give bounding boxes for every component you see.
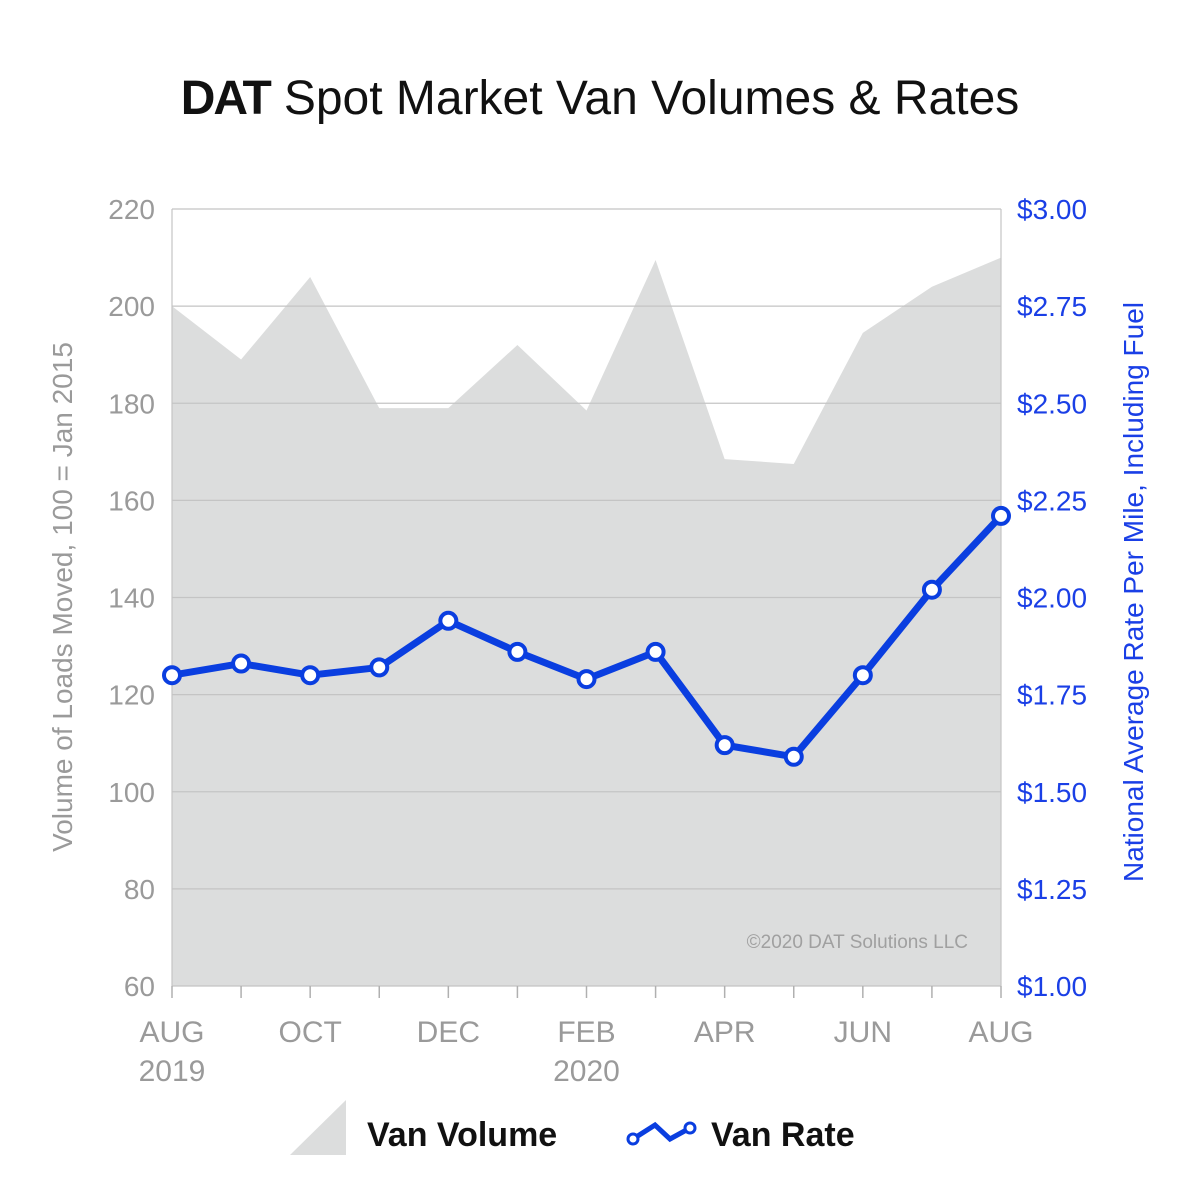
y-tick-label: 60 xyxy=(124,971,155,1002)
x-tick-label: AUG xyxy=(968,1016,1033,1049)
rate-point xyxy=(783,746,804,767)
rate-point xyxy=(231,653,252,674)
x-tick-label: FEB xyxy=(557,1016,615,1049)
legend-rate-swatch xyxy=(626,1121,697,1146)
y-tick-label: 120 xyxy=(108,680,155,711)
chart-title: DAT Spot Market Van Volumes & Rates xyxy=(181,72,1020,125)
rate-point xyxy=(576,669,597,690)
rate-point xyxy=(714,735,735,756)
rate-point xyxy=(852,665,873,686)
rate-point xyxy=(507,641,528,662)
plot-area: 60 $1.00 80 $1.25 100 $1.50 120 $1.75 140 $2.00 16… xyxy=(108,194,1087,1088)
x-tick-label: AUG xyxy=(139,1016,204,1049)
rate-point xyxy=(645,641,666,662)
legend-rate-label: Van Rate xyxy=(711,1116,855,1154)
y2-tick-label: $1.75 xyxy=(1017,680,1087,711)
rate-point xyxy=(300,665,321,686)
y2-axis-label: National Average Rate Per Mile, Includin… xyxy=(1118,302,1149,882)
x-tick-label: DEC xyxy=(417,1016,480,1049)
y2-tick-label: $1.00 xyxy=(1017,971,1087,1002)
copyright-annotation: ©2020 DAT Solutions LLC xyxy=(747,932,968,953)
y2-tick-label: $2.00 xyxy=(1017,583,1087,614)
x-tick-label: APR xyxy=(694,1016,756,1049)
y2-tick-label: $3.00 xyxy=(1017,194,1087,225)
x-tick-label: 2020 xyxy=(553,1055,620,1088)
y2-tick-label: $2.25 xyxy=(1017,485,1087,516)
rate-point xyxy=(991,505,1011,526)
y-tick-label: 80 xyxy=(124,874,155,905)
y-tick-label: 160 xyxy=(108,485,155,516)
y-tick-label: 180 xyxy=(108,388,155,419)
x-tick-label: JUN xyxy=(834,1016,892,1049)
volume-area xyxy=(172,257,1001,986)
legend-volume-label: Van Volume xyxy=(367,1116,557,1154)
y2-tick-label: $2.50 xyxy=(1017,388,1087,419)
y-tick-label: 220 xyxy=(108,194,155,225)
brand-logo: DAT xyxy=(181,72,272,125)
y2-tick-label: $1.50 xyxy=(1017,777,1087,808)
y2-tick-label: $2.75 xyxy=(1017,291,1087,322)
y-tick-label: 200 xyxy=(108,291,155,322)
x-tick-label: OCT xyxy=(279,1016,342,1049)
y-tick-label: 100 xyxy=(108,777,155,808)
y2-tick-label: $1.25 xyxy=(1017,874,1087,905)
x-tick-label: 2019 xyxy=(139,1055,206,1088)
y-tick-label: 140 xyxy=(108,583,155,614)
rate-point xyxy=(921,579,942,600)
rate-point xyxy=(369,657,390,678)
y-axis-label: Volume of Loads Moved, 100 = Jan 2015 xyxy=(47,342,78,852)
rate-point xyxy=(162,665,182,686)
legend-volume-swatch xyxy=(290,1100,346,1155)
legend: Van Volume Van Rate xyxy=(290,1100,855,1155)
rate-point xyxy=(438,610,459,631)
